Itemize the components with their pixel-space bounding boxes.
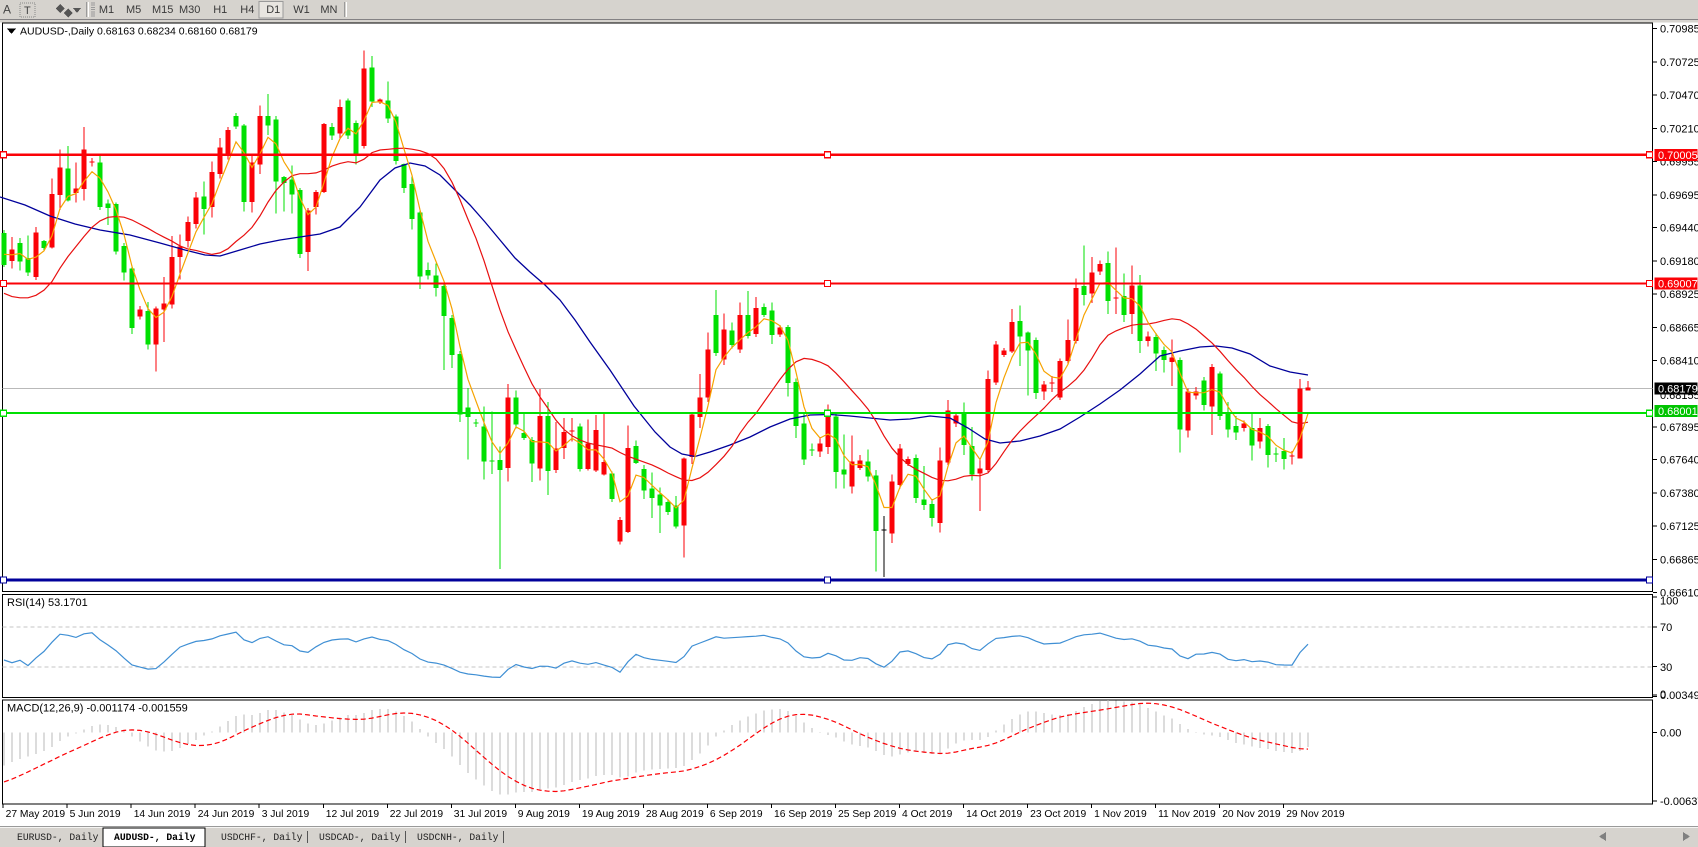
svg-text:H1: H1 [213, 4, 227, 16]
svg-text:0.67895: 0.67895 [1660, 422, 1698, 434]
svg-text:5 Jun 2019: 5 Jun 2019 [70, 809, 121, 820]
svg-text:RSI(14) 53.1701: RSI(14) 53.1701 [7, 597, 88, 609]
svg-text:27 May 2019: 27 May 2019 [6, 809, 66, 820]
svg-text:0.70005: 0.70005 [1658, 150, 1698, 162]
svg-text:30: 30 [1660, 662, 1672, 674]
svg-text:0.69007: 0.69007 [1658, 279, 1698, 291]
svg-text:14 Oct 2019: 14 Oct 2019 [966, 809, 1022, 820]
svg-text:T: T [24, 5, 31, 17]
svg-text:0.70470: 0.70470 [1660, 90, 1698, 102]
svg-text:6 Sep 2019: 6 Sep 2019 [710, 809, 763, 820]
svg-text:AUDUSD-,Daily 0.68163 0.68234: AUDUSD-,Daily 0.68163 0.68234 0.68160 0.… [20, 26, 258, 38]
svg-text:4 Oct 2019: 4 Oct 2019 [902, 809, 953, 820]
svg-text:23 Oct 2019: 23 Oct 2019 [1030, 809, 1086, 820]
svg-text:0: 0 [1660, 689, 1666, 701]
svg-text:W1: W1 [293, 4, 310, 16]
svg-text:M15: M15 [152, 4, 173, 16]
svg-text:9 Aug 2019: 9 Aug 2019 [518, 809, 570, 820]
svg-text:-0.00637: -0.00637 [1660, 796, 1698, 808]
svg-text:28 Aug 2019: 28 Aug 2019 [646, 809, 704, 820]
svg-text:USDCNH-, Daily: USDCNH-, Daily [417, 832, 499, 843]
svg-text:D1: D1 [266, 4, 280, 16]
svg-text:M5: M5 [126, 4, 141, 16]
svg-text:USDCHF-, Daily: USDCHF-, Daily [221, 832, 303, 843]
svg-text:20 Nov 2019: 20 Nov 2019 [1222, 809, 1281, 820]
svg-text:24 Jun 2019: 24 Jun 2019 [198, 809, 255, 820]
svg-text:1 Nov 2019: 1 Nov 2019 [1094, 809, 1147, 820]
svg-text:0.68410: 0.68410 [1660, 355, 1698, 367]
svg-text:70: 70 [1660, 622, 1672, 634]
svg-text:25 Sep 2019: 25 Sep 2019 [838, 809, 897, 820]
svg-text:AUDUSD-, Daily: AUDUSD-, Daily [114, 832, 196, 843]
svg-text:MACD(12,26,9) -0.001174 -0.001: MACD(12,26,9) -0.001174 -0.001559 [7, 703, 188, 715]
svg-text:16 Sep 2019: 16 Sep 2019 [774, 809, 833, 820]
svg-text:0.69180: 0.69180 [1660, 256, 1698, 268]
svg-text:0.69440: 0.69440 [1660, 223, 1698, 235]
svg-text:EURUSD-, Daily: EURUSD-, Daily [17, 832, 99, 843]
svg-text:100: 100 [1660, 596, 1678, 608]
svg-text:0.67125: 0.67125 [1660, 521, 1698, 533]
svg-text:M30: M30 [179, 4, 200, 16]
svg-text:19 Aug 2019: 19 Aug 2019 [582, 809, 640, 820]
svg-text:0.00: 0.00 [1660, 728, 1681, 740]
svg-text:29 Nov 2019: 29 Nov 2019 [1286, 809, 1345, 820]
svg-text:0.68665: 0.68665 [1660, 323, 1698, 335]
svg-text:USDCAD-, Daily: USDCAD-, Daily [319, 832, 401, 843]
svg-text:0.70725: 0.70725 [1660, 57, 1698, 69]
svg-text:M1: M1 [99, 4, 114, 16]
svg-text:H4: H4 [240, 4, 254, 16]
svg-text:0.68179: 0.68179 [1658, 383, 1698, 395]
svg-text:31 Jul 2019: 31 Jul 2019 [454, 809, 508, 820]
svg-text:11 Nov 2019: 11 Nov 2019 [1158, 809, 1216, 820]
svg-text:0.68925: 0.68925 [1660, 289, 1698, 301]
svg-text:0.69695: 0.69695 [1660, 190, 1698, 202]
svg-text:0.70210: 0.70210 [1660, 123, 1698, 135]
svg-text:3 Jul 2019: 3 Jul 2019 [262, 809, 310, 820]
svg-text:0.00349: 0.00349 [1660, 690, 1698, 702]
svg-text:22 Jul 2019: 22 Jul 2019 [390, 809, 444, 820]
svg-text:0.66865: 0.66865 [1660, 555, 1698, 567]
svg-text:12 Jul 2019: 12 Jul 2019 [326, 809, 380, 820]
svg-text:0.68001: 0.68001 [1658, 406, 1698, 418]
svg-text:MN: MN [320, 4, 337, 16]
svg-text:0.67380: 0.67380 [1660, 488, 1698, 500]
svg-text:0.70985: 0.70985 [1660, 24, 1698, 36]
svg-text:14 Jun 2019: 14 Jun 2019 [134, 809, 191, 820]
svg-text:0.66610: 0.66610 [1660, 587, 1698, 599]
svg-text:0.67640: 0.67640 [1660, 455, 1698, 467]
svg-text:A: A [3, 3, 11, 17]
